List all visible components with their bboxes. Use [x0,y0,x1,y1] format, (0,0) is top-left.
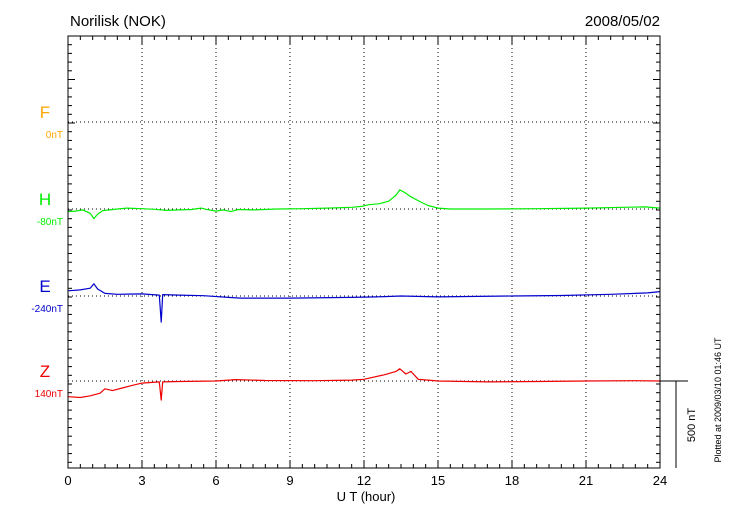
date-label: 2008/05/02 [585,13,660,30]
x-tick-label: 0 [64,473,71,488]
series-name-z: Z [40,362,50,381]
grid-layer [68,36,660,468]
series-name-e: E [39,277,50,296]
station-title: Norilisk (NOK) [70,13,166,30]
x-tick-label: 24 [653,473,667,488]
label-layer: 0 3 6 9 12 15 18 21 24 F 0nT H -80nT E -240nT Z 140nT [31,103,667,488]
x-tick-label: 3 [138,473,145,488]
x-tick-label: 12 [357,473,371,488]
plotted-at-note: Plotted at 2009/03/10 01:46 UT [713,337,723,463]
series-baseline-h: -80nT [37,217,63,228]
scale-bar: 500 nT [660,380,698,468]
x-axis-label: U T (hour) [337,489,396,504]
series-line-z [67,368,661,401]
series-name-f: F [40,103,50,122]
x-tick-label: 18 [505,473,519,488]
series-baseline-e: -240nT [31,304,63,315]
trace-layer [67,189,661,401]
tick-layer [67,35,661,468]
series-line-h [67,189,661,220]
series-baseline-z: 140nT [35,389,63,400]
x-tick-label: 21 [579,473,593,488]
x-tick-label: 6 [212,473,219,488]
x-tick-label: 9 [286,473,293,488]
series-baseline-f: 0nT [46,130,63,141]
x-tick-label: 15 [431,473,445,488]
series-line-e [67,283,661,323]
scale-bar-label: 500 nT [686,408,698,443]
series-name-h: H [39,190,51,209]
